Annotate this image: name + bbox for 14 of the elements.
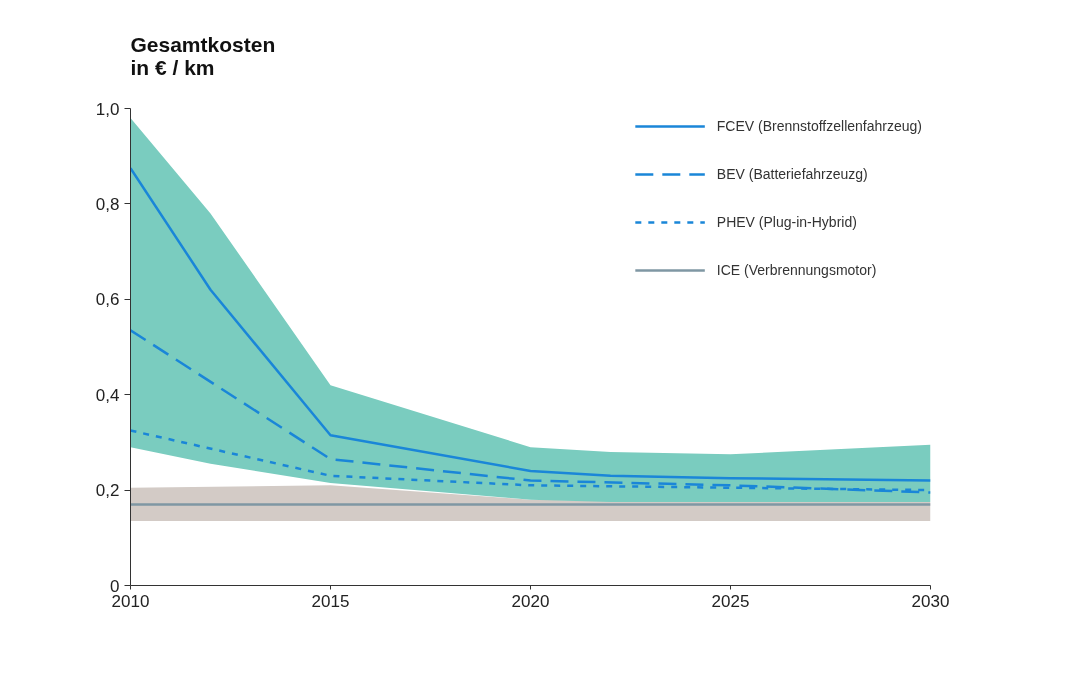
y-tick-label: 1,0 <box>95 99 120 119</box>
y-tick-label: 0,8 <box>95 194 120 214</box>
legend-label: ICE (Verbrennungsmotor) <box>716 262 877 278</box>
legend-label: FCEV (Brennstoffzellenfahrzeug) <box>716 118 922 134</box>
x-tick-label: 2020 <box>511 591 550 611</box>
y-tick-label: 0,4 <box>95 385 120 405</box>
x-tick-label: 2025 <box>711 591 750 611</box>
legend-label: BEV (Batteriefahrzeuzg) <box>716 166 868 182</box>
x-tick-label: 2015 <box>311 591 350 611</box>
x-tick-label: 2030 <box>911 591 950 611</box>
y-tick-label: 0,2 <box>95 481 120 501</box>
chart-title: Gesamtkosten in € / km <box>130 32 276 79</box>
y-tick-label: 0,6 <box>95 290 120 310</box>
legend-label: PHEV (Plug-in-Hybrid) <box>716 214 857 230</box>
